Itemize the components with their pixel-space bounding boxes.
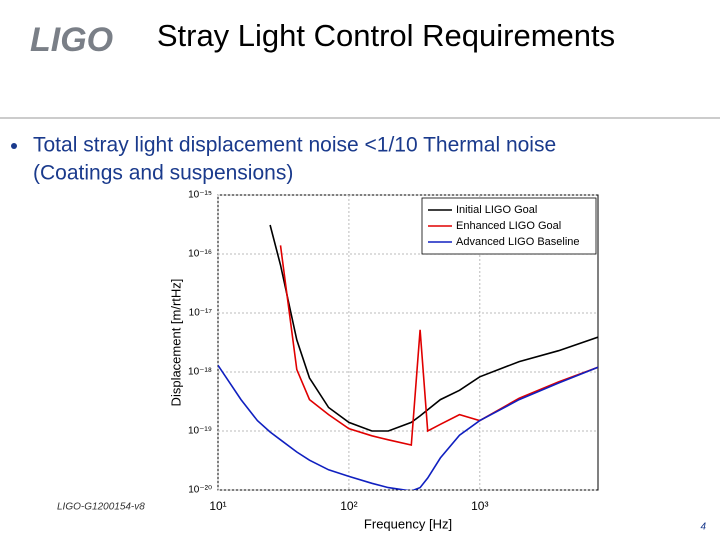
y-axis-label: Displacement [m/rtHz] <box>168 279 183 407</box>
bullet-dot <box>11 143 17 149</box>
x-tick-label: 10¹ <box>209 499 226 513</box>
legend-label: Enhanced LIGO Goal <box>456 220 561 232</box>
chart: 10⁻²⁰ 10⁻¹⁹ 10⁻¹⁸ 10⁻¹⁷ 10⁻¹⁶ 10⁻¹⁵ 10¹ 10² 10³ F… <box>168 190 598 531</box>
series-line <box>218 364 598 490</box>
x-axis-label: Frequency [Hz] <box>364 516 452 531</box>
x-tick-label: 10³ <box>471 499 488 513</box>
page-number: 4 <box>700 522 706 533</box>
logo: LIGO <box>30 21 113 59</box>
y-tick-label: 10⁻¹⁷ <box>189 308 213 319</box>
legend-label: Advanced LIGO Baseline <box>456 236 580 248</box>
bullet-text: (Coatings and suspensions) <box>33 162 293 185</box>
series-line <box>269 224 598 432</box>
y-tick-label: 10⁻¹⁸ <box>188 367 212 378</box>
y-tick-label: 10⁻¹⁵ <box>188 190 212 201</box>
y-tick-label: 10⁻¹⁶ <box>188 249 212 260</box>
y-tick-label: 10⁻²⁰ <box>188 485 212 496</box>
slide-title: Stray Light Control Requirements <box>157 18 615 53</box>
doc-id: LIGO-G1200154-v8 <box>57 502 145 513</box>
legend-label: Initial LIGO Goal <box>456 204 537 216</box>
bullet-text: Total stray light displacement noise <1/… <box>33 134 556 157</box>
x-tick-label: 10² <box>340 499 357 513</box>
y-tick-label: 10⁻¹⁹ <box>188 426 212 437</box>
